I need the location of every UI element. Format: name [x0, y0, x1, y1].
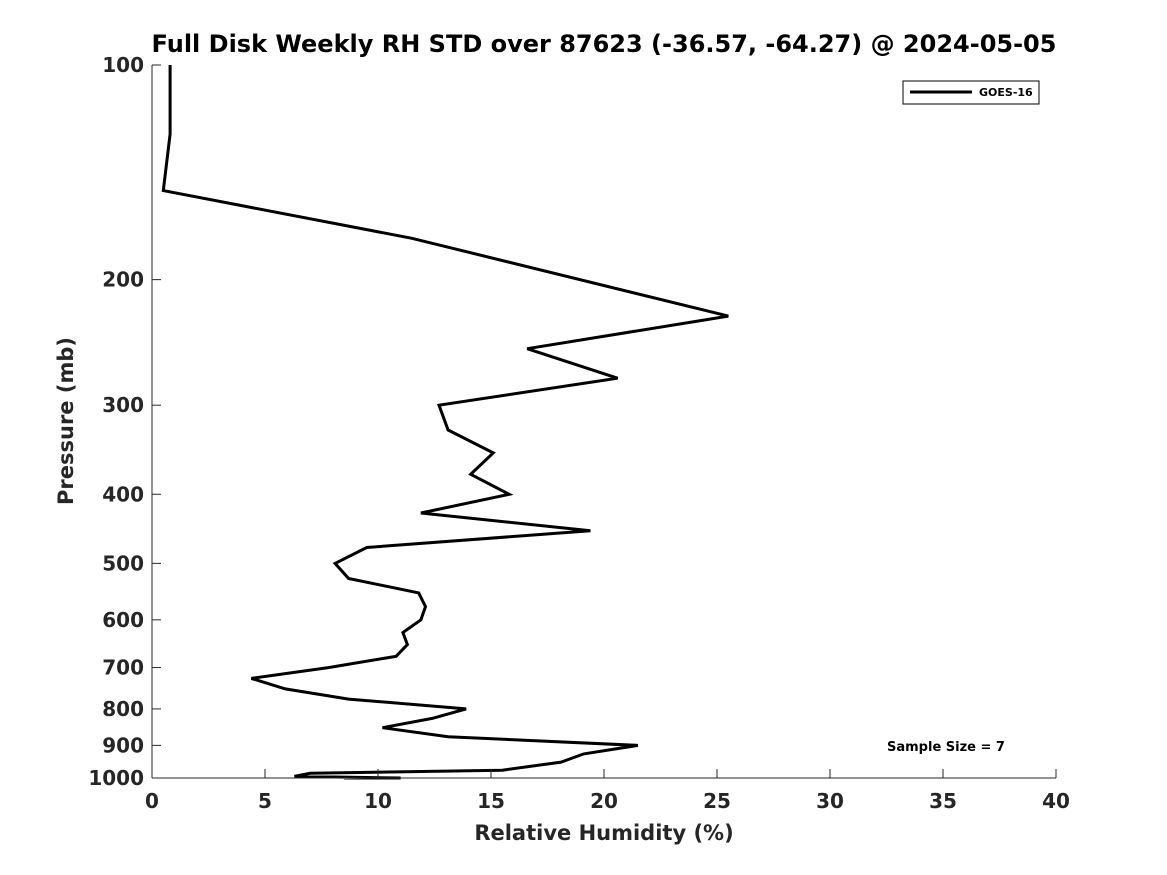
series-line-goes-16	[161, 65, 729, 780]
y-tick-label: 400	[102, 482, 144, 506]
y-tick-label: 300	[102, 393, 144, 417]
y-tick-label: 600	[102, 608, 144, 632]
x-tick-label: 35	[929, 789, 957, 813]
x-tick-label: 10	[364, 789, 392, 813]
x-tick-label: 25	[703, 789, 731, 813]
x-tick-label: 30	[816, 789, 844, 813]
legend-label-goes-16: GOES-16	[979, 86, 1033, 99]
y-tick-label: 700	[102, 656, 144, 680]
legend: GOES-16	[902, 80, 1040, 105]
x-axis-label: Relative Humidity (%)	[474, 821, 733, 845]
y-tick-label: 800	[102, 697, 144, 721]
x-tick-label: 20	[590, 789, 618, 813]
x-tick-label: 5	[258, 789, 272, 813]
plot-area	[161, 65, 729, 780]
x-tick-label: 15	[477, 789, 505, 813]
chart-title: Full Disk Weekly RH STD over 87623 (-36.…	[152, 30, 1057, 58]
y-axis-label: Pressure (mb)	[54, 337, 78, 505]
axes: 0 5 10 15 20 25 30 35 40 100 200 300 400 500 600 700 800…	[88, 53, 1070, 813]
y-tick-label: 100	[102, 53, 144, 77]
y-tick-label: 900	[102, 733, 144, 757]
y-tick-label: 200	[102, 268, 144, 292]
y-tick-label: 500	[102, 551, 144, 575]
y-tick-label: 1000	[88, 766, 144, 790]
sample-size-annotation: Sample Size = 7	[887, 740, 1005, 755]
x-tick-label: 40	[1042, 789, 1070, 813]
x-tick-label: 0	[145, 789, 159, 813]
